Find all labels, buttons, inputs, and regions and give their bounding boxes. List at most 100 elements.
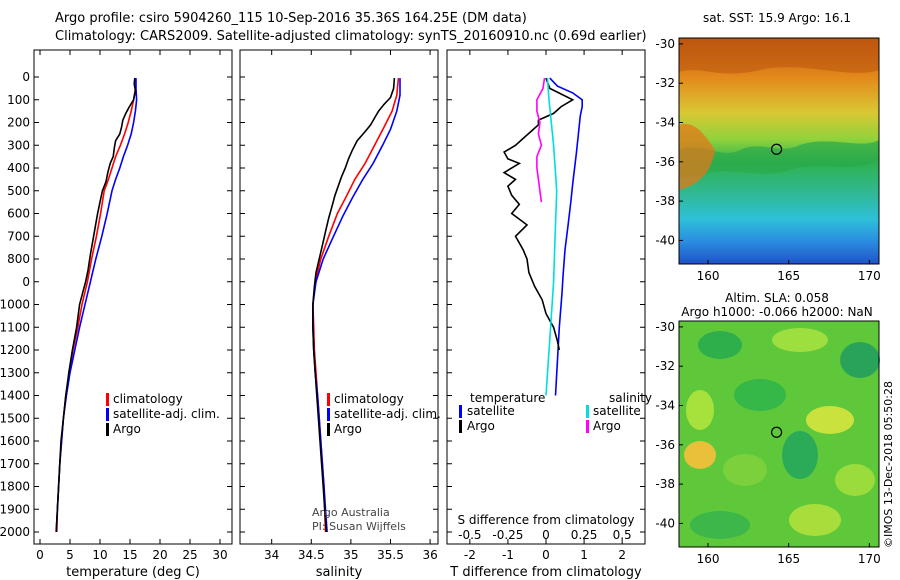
sst-map-frame <box>678 37 880 265</box>
series-line-s-argo <box>536 77 546 203</box>
t-difference-xlabel: T difference from climatology <box>449 565 642 580</box>
map-x-tick-label: 170 <box>858 269 881 283</box>
salinity-difference-ticks: -0.5 -0.25 0 0.25 0.5 <box>458 528 632 542</box>
x-tick-label: 34.5 <box>298 548 325 562</box>
salinity-y-ticks <box>240 76 438 533</box>
y-tick-label: 1400 <box>0 389 30 403</box>
map-y-tick-label: -36 <box>655 438 675 452</box>
map-y-tick-label: -30 <box>655 37 675 51</box>
legend-swatch-argo <box>106 423 109 436</box>
series-line-argo <box>312 78 396 533</box>
y-tick-label: 1900 <box>0 502 30 516</box>
series-line-t-satellite <box>549 77 584 396</box>
legend-label-satellite: satellite-adj. clim. <box>113 407 220 421</box>
x-tick-label: 0 <box>36 548 44 562</box>
temperature-axes <box>33 49 233 545</box>
legend-swatch-satellite <box>106 408 109 421</box>
map-x-tick-label: 170 <box>858 552 881 566</box>
legend-swatch-satellite <box>327 408 330 421</box>
x-tick-label: 34 <box>264 548 279 562</box>
legend-label-satellite: satellite-adj. clim. <box>334 407 441 421</box>
map-x-tick-label: 160 <box>697 552 720 566</box>
x-tick-label: 5 <box>66 548 74 562</box>
depth-axis: 0 100 200 300 400 500 600 700 800 0 1000 1100 1200 13… <box>0 70 232 539</box>
temperature-x-axis: 0 5 10 15 20 25 30 <box>36 50 228 562</box>
x-tick-label: 10 <box>92 548 107 562</box>
x-tick-label: 2 <box>618 548 626 562</box>
x-tick-label: 30 <box>212 548 227 562</box>
s-tick-label: -0.5 <box>458 528 481 542</box>
map-y-tick-label: -38 <box>655 477 675 491</box>
legend-swatch-t-argo <box>459 420 462 433</box>
figure-subtitle: Climatology: CARS2009. Satellite-adjuste… <box>55 29 647 44</box>
series-line-argo <box>55 78 137 533</box>
credit-annotation-line2: PI: Susan Wijffels <box>312 520 406 533</box>
y-tick-label: 1800 <box>0 480 30 494</box>
difference-y-ticks <box>447 76 645 533</box>
s-difference-xlabel: S difference from climatology <box>458 513 635 527</box>
x-tick-label: 0 <box>542 548 550 562</box>
legend-swatch-s-argo <box>586 420 589 433</box>
y-tick-label: 600 <box>7 207 30 221</box>
map-y-tick-label: -40 <box>655 233 675 247</box>
sst-map-axes: 160 165 170 -30 -32 -34 -36 -38 -40 <box>655 37 880 283</box>
legend-label-climatology: climatology <box>334 392 404 406</box>
map-x-tick-label: 165 <box>777 552 800 566</box>
map-x-tick-label: 165 <box>777 269 800 283</box>
salinity-panel: 34 34.5 35 35.5 36 salinity climatology sate… <box>239 49 441 580</box>
legend-swatch-t-satellite <box>459 405 462 418</box>
y-tick-label: 1100 <box>0 320 30 334</box>
difference-legend: temperature salinity satellite Argo sate… <box>459 391 652 433</box>
x-tick-label: -2 <box>464 548 476 562</box>
difference-x-axis: -2 -1 0 1 2 <box>464 50 626 562</box>
y-tick-label: 200 <box>7 116 30 130</box>
credit-annotation-line1: Argo Australia <box>312 506 390 519</box>
salinity-series <box>312 78 401 533</box>
y-tick-label: 0 <box>22 275 30 289</box>
sla-anomaly-blobs <box>684 328 880 539</box>
legend-title-salinity: salinity <box>609 391 652 405</box>
y-tick-label: 500 <box>7 184 30 198</box>
legend-label-climatology: climatology <box>113 392 183 406</box>
difference-axes <box>446 49 646 545</box>
legend-label-argo: Argo <box>334 422 362 436</box>
legend-swatch-s-satellite <box>586 405 589 418</box>
figure-title: Argo profile: csiro 5904260_115 10-Sep-2… <box>55 11 527 26</box>
y-tick-label: 100 <box>7 93 30 107</box>
map-y-tick-label: -34 <box>655 116 675 130</box>
y-tick-label: 1700 <box>0 457 30 471</box>
difference-series <box>502 77 584 396</box>
salinity-xlabel: salinity <box>316 565 363 580</box>
sst-front <box>679 140 879 178</box>
legend-swatch-climatology <box>106 393 109 406</box>
y-tick-label: 300 <box>7 138 30 152</box>
sla-map-subtitle: Argo h1000: -0.066 h2000: NaN <box>681 305 873 319</box>
x-tick-label: 1 <box>580 548 588 562</box>
legend-label-s-argo: Argo <box>593 419 621 433</box>
sst-warm-region <box>679 38 879 74</box>
temperature-series <box>55 78 138 533</box>
legend-label-s-satellite: satellite <box>593 404 641 418</box>
sla-map-panel: Altim. SLA: 0.058 Argo h1000: -0.066 h20… <box>655 291 880 566</box>
x-tick-label: 25 <box>182 548 197 562</box>
y-tick-label: 1500 <box>0 411 30 425</box>
x-tick-label: 15 <box>122 548 137 562</box>
map-y-tick-label: -32 <box>655 76 675 90</box>
legend-label-t-argo: Argo <box>467 419 495 433</box>
y-tick-label: 1200 <box>0 343 30 357</box>
salinity-legend: climatology satellite-adj. clim. Argo <box>327 392 441 436</box>
temperature-legend: climatology satellite-adj. clim. Argo <box>106 392 220 436</box>
sst-map-panel: sat. SST: 15.9 Argo: 16.1 160 165 170 -30 -3… <box>655 11 880 283</box>
s-tick-label: 0 <box>542 528 550 542</box>
y-tick-label: 2000 <box>0 525 30 539</box>
y-tick-label: 0 <box>22 70 30 84</box>
argo-location-marker <box>770 426 783 438</box>
map-y-tick-label: -40 <box>655 516 675 530</box>
sst-warm-eddy <box>679 124 715 190</box>
argo-location-marker <box>770 143 783 155</box>
map-x-tick-label: 160 <box>697 269 720 283</box>
series-line-s-satellite <box>545 78 558 396</box>
x-tick-label: 20 <box>152 548 167 562</box>
map-y-tick-label: -38 <box>655 194 675 208</box>
legend-label-t-satellite: satellite <box>467 404 515 418</box>
